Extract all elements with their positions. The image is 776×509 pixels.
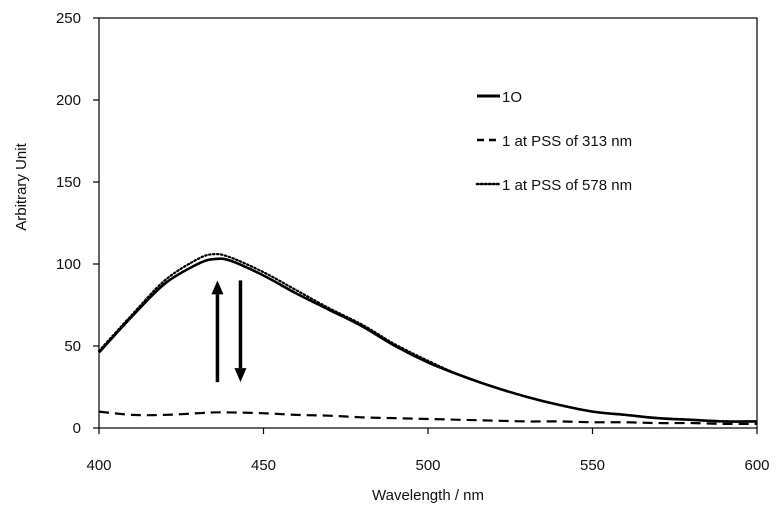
arrow-down <box>234 280 247 383</box>
plot-frame <box>98 17 758 429</box>
series-line-1 <box>98 257 758 423</box>
y-tick-label: 250 <box>56 10 81 27</box>
x-tick-label: 400 <box>86 457 111 474</box>
x-axis-label: Wavelength / nm <box>372 487 484 504</box>
series-line-3 <box>97 252 759 423</box>
x-axis: 400 450 500 550 600 <box>86 428 770 474</box>
series-line-2 <box>98 410 758 426</box>
x-tick-label: 600 <box>744 457 769 474</box>
y-axis-label: Arbitrary Unit <box>13 142 30 230</box>
x-tick-label: 550 <box>580 457 605 474</box>
legend-label-3: 1 at PSS of 578 nm <box>502 177 632 194</box>
x-tick-label: 500 <box>415 457 440 474</box>
x-tick-label: 450 <box>251 457 276 474</box>
y-tick-label: 100 <box>56 256 81 273</box>
plot-area <box>97 17 759 429</box>
legend-label-2: 1 at PSS of 313 nm <box>502 133 632 150</box>
annotations <box>211 280 247 383</box>
y-tick-label: 200 <box>56 92 81 109</box>
arrow-head <box>234 368 247 383</box>
arrow-head <box>211 280 224 295</box>
y-axis: 0 50 100 150 200 250 <box>56 10 99 437</box>
y-tick-label: 150 <box>56 174 81 191</box>
legend: 1O 1 at PSS of 313 nm 1 at PSS of 578 nm <box>475 89 632 194</box>
legend-label-1: 1O <box>502 89 522 106</box>
y-tick-label: 0 <box>73 420 81 437</box>
y-tick-label: 50 <box>64 338 81 355</box>
arrow-up <box>211 280 224 383</box>
